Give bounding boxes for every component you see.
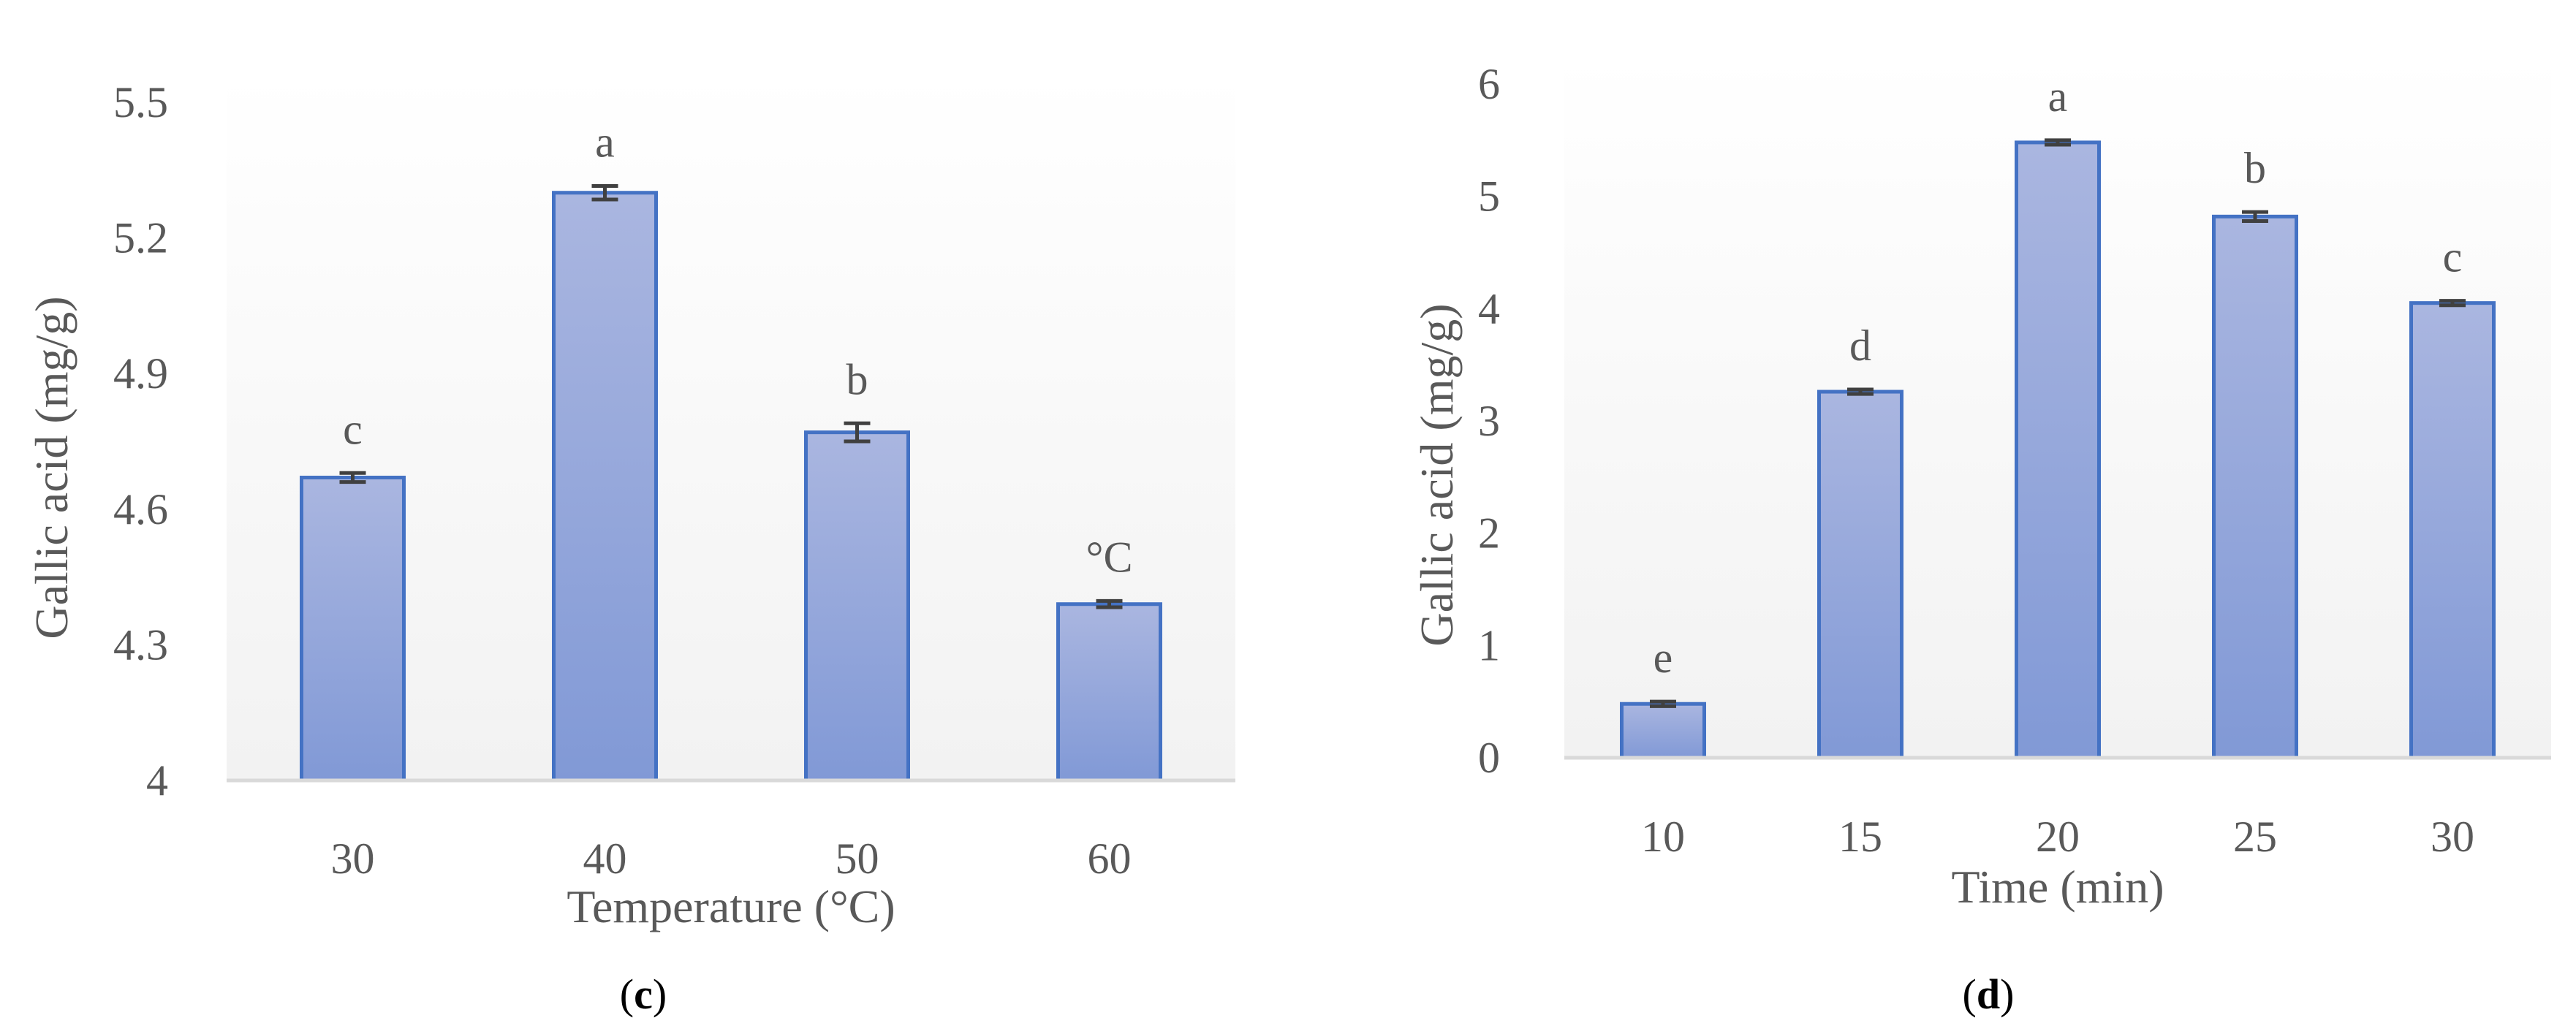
panel-label-d: (d) — [1963, 970, 2015, 1018]
x-tick-label: 40 — [583, 835, 627, 883]
x-tick-label: 15 — [1838, 813, 1882, 861]
x-axis-label: Time (min) — [1952, 861, 2164, 913]
bar — [1817, 389, 1903, 760]
y-tick-label: 4 — [146, 756, 168, 805]
bar — [2015, 140, 2101, 760]
y-tick-label: 5.2 — [113, 214, 168, 262]
y-tick-label: 2 — [1478, 509, 1500, 558]
x-tick-label: 10 — [1641, 813, 1685, 861]
panel-label-close-paren: ) — [2000, 970, 2014, 1018]
significance-letter: b — [846, 355, 868, 403]
error-bar — [2242, 210, 2268, 223]
y-tick-labels: 0 1 2 3 4 5 6 — [1478, 60, 1500, 782]
bar-series: c a b °C — [300, 118, 1162, 783]
panel-label-close-paren: ) — [653, 970, 667, 1018]
y-tick-label: 5 — [1478, 172, 1500, 221]
bar — [2212, 214, 2298, 760]
x-tick-label: 25 — [2233, 813, 2277, 861]
bar — [552, 191, 658, 783]
panel-label-open-paren: ( — [1963, 970, 1977, 1018]
y-tick-label: 4 — [1478, 284, 1500, 332]
y-tick-label: 4.6 — [113, 485, 168, 533]
error-bar — [844, 421, 871, 444]
significance-letter: e — [1653, 634, 1673, 682]
panel-label-letter: d — [1977, 970, 2000, 1018]
panel-label-letter: c — [634, 970, 653, 1018]
significance-letter: a — [2048, 72, 2068, 121]
y-tick-label: 3 — [1478, 397, 1500, 445]
significance-letter: °C — [1086, 533, 1132, 581]
error-bar — [591, 183, 618, 202]
significance-letter: d — [1849, 322, 1871, 370]
y-axis-label: Gallic acid (mg/g) — [1411, 303, 1463, 646]
y-tick-label: 4.9 — [113, 349, 168, 398]
x-tick-label: 30 — [331, 835, 375, 883]
x-tick-label: 50 — [836, 835, 879, 883]
chart-panel-c: c a b °C 4 4.3 4.6 4.9 5.2 5.5 30 40 50 60 Gallic a… — [26, 73, 1235, 1018]
x-tick-label: 20 — [2036, 813, 2080, 861]
error-bar — [2439, 299, 2466, 308]
significance-letter: c — [2443, 233, 2463, 281]
bar — [2409, 301, 2496, 760]
x-tick-labels: 10 15 20 25 30 — [1641, 813, 2474, 861]
significance-letter: c — [343, 405, 363, 453]
y-tick-label: 6 — [1478, 60, 1500, 108]
y-tick-labels: 4 4.3 4.6 4.9 5.2 5.5 — [113, 78, 168, 805]
bar — [1056, 602, 1162, 783]
error-bar — [1847, 387, 1874, 396]
bar — [300, 475, 406, 783]
bar — [804, 430, 910, 783]
y-tick-label: 0 — [1478, 734, 1500, 782]
chart-panel-d: e d a b c 0 1 2 3 4 5 6 10 15 20 25 30 Gallic acid (mg… — [1411, 55, 2551, 1018]
y-tick-label: 5.5 — [113, 78, 168, 126]
error-bar — [1096, 598, 1123, 609]
error-bar — [1650, 699, 1676, 708]
y-tick-label: 1 — [1478, 621, 1500, 669]
x-tick-label: 30 — [2431, 813, 2474, 861]
x-tick-labels: 30 40 50 60 — [331, 835, 1132, 883]
significance-letter: a — [595, 118, 615, 166]
y-axis-label: Gallic acid (mg/g) — [26, 296, 77, 639]
x-axis-label: Temperature (°C) — [567, 881, 895, 932]
significance-letter: b — [2244, 144, 2266, 192]
panel-label-open-paren: ( — [620, 970, 634, 1018]
panel-label-c: (c) — [620, 970, 667, 1018]
error-bar — [339, 471, 366, 484]
bar — [1620, 702, 1706, 760]
x-tick-label: 60 — [1088, 835, 1132, 883]
error-bar — [2045, 138, 2071, 147]
y-tick-label: 4.3 — [113, 620, 168, 669]
